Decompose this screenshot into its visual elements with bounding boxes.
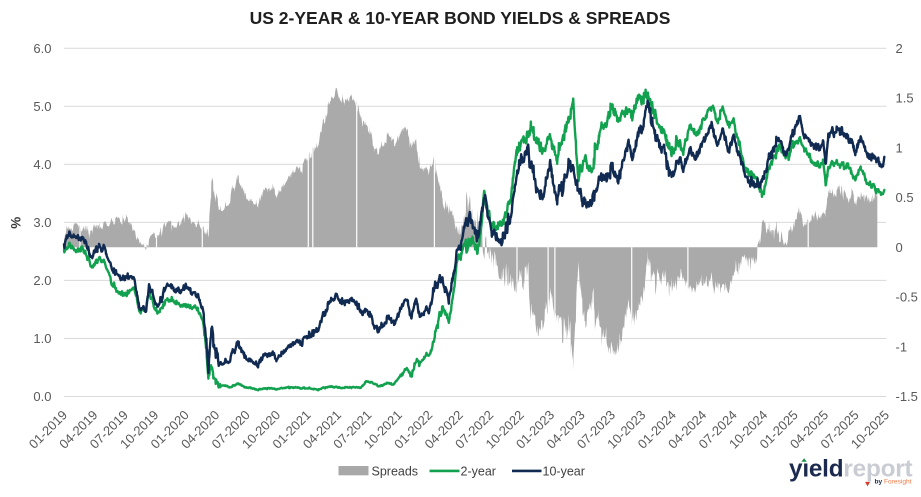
- svg-text:3.0: 3.0: [33, 215, 51, 230]
- svg-text:0: 0: [896, 240, 903, 255]
- svg-text:10-year: 10-year: [543, 465, 585, 479]
- svg-text:yıeldreport: yıeldreport: [789, 456, 912, 483]
- svg-text:6.0: 6.0: [33, 41, 51, 56]
- svg-text:1: 1: [896, 140, 903, 155]
- svg-text:0.5: 0.5: [896, 190, 914, 205]
- svg-text:Spreads: Spreads: [372, 465, 419, 479]
- svg-text:2.0: 2.0: [33, 273, 51, 288]
- svg-text:by Foresight: by Foresight: [875, 479, 912, 486]
- svg-text:2-year: 2-year: [461, 465, 496, 479]
- svg-text:%: %: [9, 217, 24, 229]
- svg-text:4.0: 4.0: [33, 157, 51, 172]
- svg-text:US 2-YEAR & 10-YEAR BOND YIELD: US 2-YEAR & 10-YEAR BOND YIELDS & SPREAD…: [250, 8, 671, 28]
- svg-text:0.0: 0.0: [33, 389, 51, 404]
- svg-text:2: 2: [896, 41, 903, 56]
- svg-text:-0.5: -0.5: [896, 290, 918, 305]
- svg-text:1.0: 1.0: [33, 331, 51, 346]
- svg-text:-1: -1: [896, 339, 908, 354]
- svg-text:-1.5: -1.5: [896, 389, 918, 404]
- svg-text:5.0: 5.0: [33, 99, 51, 114]
- svg-text:1.5: 1.5: [896, 91, 914, 106]
